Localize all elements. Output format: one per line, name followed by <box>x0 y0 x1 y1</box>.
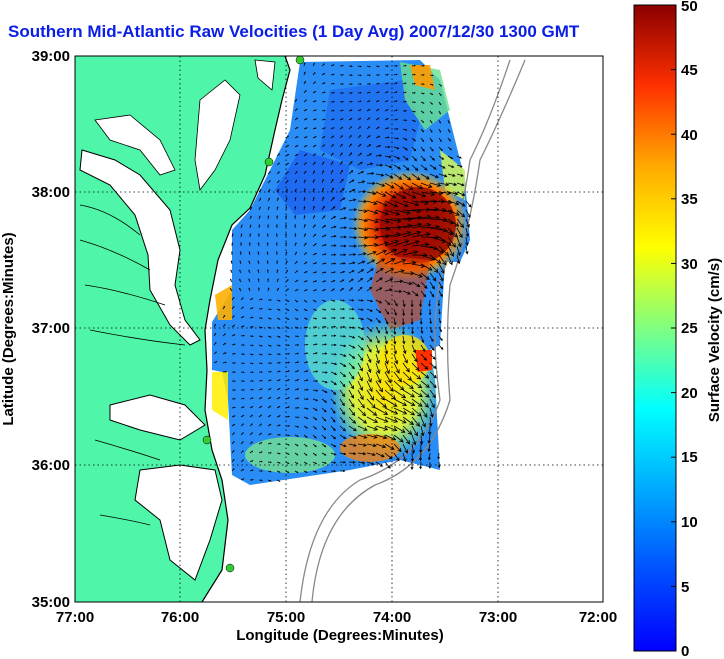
colorbar-tick-label: 50 <box>681 0 698 15</box>
y-tick-label: 38:00 <box>32 184 70 201</box>
y-tick-label: 35:00 <box>32 594 70 611</box>
radar-station-marker <box>202 435 212 445</box>
colorbar-tick-label: 35 <box>681 191 698 208</box>
plot-area <box>74 55 604 603</box>
radar-station-marker <box>295 56 305 65</box>
colorbar-tick-label: 45 <box>681 62 698 79</box>
y-tick-label: 39:00 <box>32 48 70 65</box>
x-tick-label: 72:00 <box>579 609 617 626</box>
y-tick-label: 37:00 <box>32 320 70 337</box>
x-tick-label: 73:00 <box>479 609 517 626</box>
colorbar-tick-label: 5 <box>681 579 689 596</box>
radar-station-marker <box>225 563 235 573</box>
colorbar-tick-label: 40 <box>681 127 698 144</box>
colorbar-label: Surface Velocity (cm/s) <box>706 258 723 422</box>
velocity-arrow-set <box>213 62 472 482</box>
x-tick-label: 75:00 <box>267 609 305 626</box>
colorbar-tick-label: 10 <box>681 514 698 531</box>
colorbar-tick-label: 20 <box>681 385 698 402</box>
colorbar: 50 45 40 35 30 25 20 15 10 5 0 Surface V… <box>633 0 723 659</box>
map-title: Southern Mid-Atlantic Raw Velocities (1 … <box>8 22 580 41</box>
x-axis: 77:00 76:00 75:00 74:00 73:00 72:00 Long… <box>56 609 617 644</box>
velocity-vectors <box>213 62 472 482</box>
colorbar-tick-label: 25 <box>681 320 698 337</box>
y-tick-label: 36:00 <box>32 457 70 474</box>
colorbar-tick-label: 30 <box>681 256 698 273</box>
radar-station-marker <box>264 157 274 167</box>
colorbar-tick-label: 15 <box>681 449 698 466</box>
colorbar-gradient <box>633 4 677 652</box>
x-axis-label: Longitude (Degrees:Minutes) <box>236 627 444 644</box>
x-tick-label: 76:00 <box>161 609 199 626</box>
chesapeake-bay <box>79 149 201 346</box>
colorbar-tick-label: 0 <box>681 643 689 659</box>
y-axis-label: Latitude (Degrees:Minutes) <box>0 232 17 425</box>
x-tick-label: 77:00 <box>56 609 94 626</box>
x-tick-label: 74:00 <box>373 609 411 626</box>
y-axis: 39:00 38:00 37:00 36:00 35:00 Latitude (… <box>0 48 70 611</box>
